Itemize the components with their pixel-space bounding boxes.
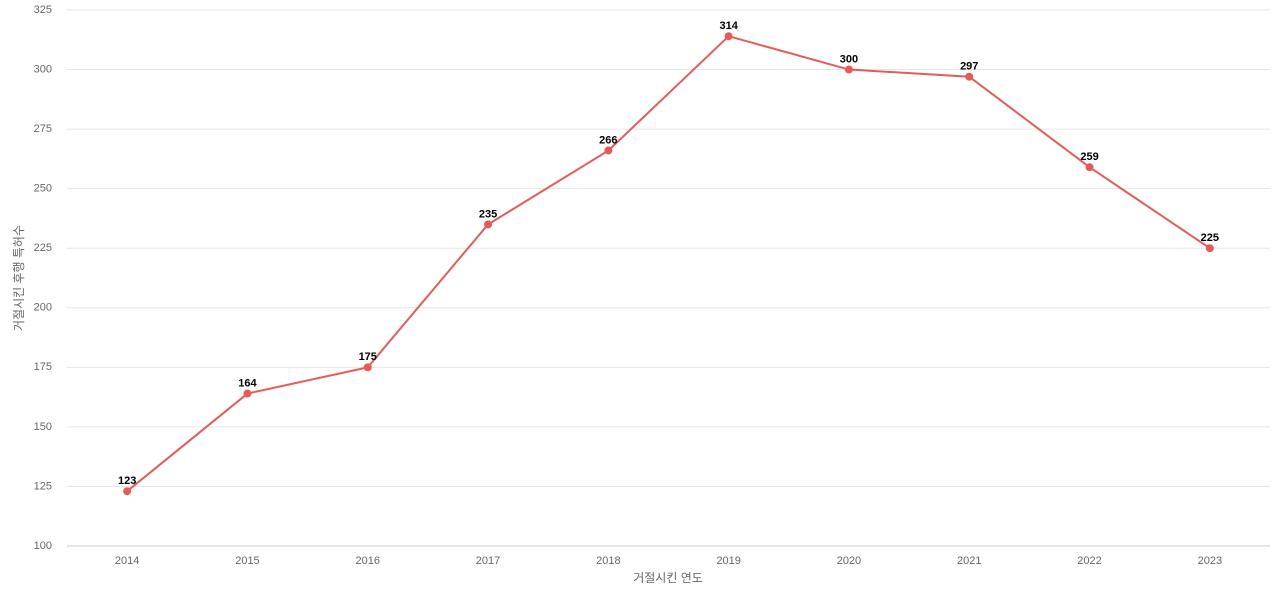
data-point — [965, 72, 974, 81]
y-tick-label: 300 — [34, 63, 52, 75]
y-tick-label: 200 — [34, 302, 52, 314]
data-point — [1205, 244, 1214, 253]
data-point — [844, 65, 853, 74]
y-tick-label: 175 — [34, 361, 52, 373]
y-axis-title: 거절시킨 후행 특허수 — [11, 225, 26, 331]
data-point — [724, 32, 733, 41]
x-tick-label: 2017 — [476, 555, 500, 567]
x-tick-label: 2023 — [1198, 555, 1222, 567]
data-label: 225 — [1201, 232, 1219, 244]
y-tick-label: 100 — [34, 540, 52, 552]
data-label: 175 — [359, 351, 377, 363]
data-label: 123 — [118, 475, 136, 487]
data-label: 297 — [960, 61, 978, 73]
x-tick-label: 2022 — [1077, 555, 1101, 567]
data-label: 300 — [840, 53, 858, 65]
y-tick-label: 225 — [34, 242, 52, 254]
data-label: 314 — [719, 20, 738, 32]
x-tick-label: 2020 — [837, 555, 861, 567]
data-line — [126, 35, 1211, 492]
y-tick-label: 125 — [34, 480, 52, 492]
x-tick-label: 2014 — [115, 555, 139, 567]
data-label: 164 — [238, 377, 257, 389]
x-tick-label: 2019 — [716, 555, 740, 567]
data-point — [484, 220, 493, 229]
x-tick-label: 2021 — [957, 555, 981, 567]
data-point — [604, 146, 613, 155]
y-tick-label: 325 — [34, 4, 52, 16]
x-tick-label: 2016 — [356, 555, 380, 567]
x-tick-label: 2018 — [596, 555, 620, 567]
x-axis-title: 거절시킨 연도 — [633, 571, 703, 585]
y-tick-label: 250 — [34, 183, 52, 195]
x-tick-label: 2015 — [235, 555, 259, 567]
data-label: 266 — [599, 134, 617, 146]
data-point — [123, 487, 132, 496]
data-label: 259 — [1080, 151, 1098, 163]
y-tick-label: 150 — [34, 421, 52, 433]
data-point — [363, 363, 372, 372]
y-tick-label: 275 — [34, 123, 52, 135]
data-point — [243, 389, 252, 398]
data-label: 235 — [479, 208, 497, 220]
data-point — [1085, 163, 1094, 172]
